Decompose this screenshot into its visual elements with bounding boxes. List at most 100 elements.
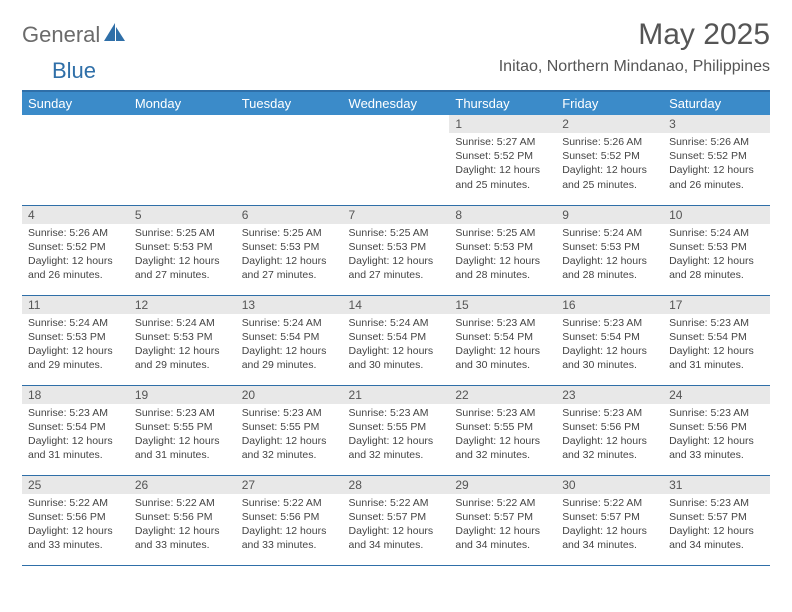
calendar-day-cell xyxy=(236,115,343,205)
day-number: 20 xyxy=(236,386,343,404)
weekday-header: Monday xyxy=(129,91,236,115)
calendar-day-cell: 2Sunrise: 5:26 AMSunset: 5:52 PMDaylight… xyxy=(556,115,663,205)
calendar-day-cell: 4Sunrise: 5:26 AMSunset: 5:52 PMDaylight… xyxy=(22,205,129,295)
day-details: Sunrise: 5:22 AMSunset: 5:56 PMDaylight:… xyxy=(129,494,236,557)
calendar-day-cell xyxy=(22,115,129,205)
day-number: 25 xyxy=(22,476,129,494)
day-details: Sunrise: 5:24 AMSunset: 5:54 PMDaylight:… xyxy=(236,314,343,377)
day-number: 3 xyxy=(663,115,770,133)
day-details: Sunrise: 5:26 AMSunset: 5:52 PMDaylight:… xyxy=(556,133,663,196)
calendar-day-cell: 9Sunrise: 5:24 AMSunset: 5:53 PMDaylight… xyxy=(556,205,663,295)
day-number: 24 xyxy=(663,386,770,404)
day-number: 31 xyxy=(663,476,770,494)
calendar-day-cell: 21Sunrise: 5:23 AMSunset: 5:55 PMDayligh… xyxy=(343,385,450,475)
calendar-day-cell: 29Sunrise: 5:22 AMSunset: 5:57 PMDayligh… xyxy=(449,475,556,565)
day-number: 18 xyxy=(22,386,129,404)
day-number: 6 xyxy=(236,206,343,224)
day-number: 26 xyxy=(129,476,236,494)
day-details: Sunrise: 5:23 AMSunset: 5:55 PMDaylight:… xyxy=(129,404,236,467)
day-number xyxy=(129,115,236,119)
calendar-day-cell: 11Sunrise: 5:24 AMSunset: 5:53 PMDayligh… xyxy=(22,295,129,385)
weekday-header: Friday xyxy=(556,91,663,115)
day-number xyxy=(236,115,343,119)
weekday-header: Saturday xyxy=(663,91,770,115)
day-details: Sunrise: 5:22 AMSunset: 5:57 PMDaylight:… xyxy=(343,494,450,557)
day-details: Sunrise: 5:23 AMSunset: 5:56 PMDaylight:… xyxy=(663,404,770,467)
calendar-day-cell: 22Sunrise: 5:23 AMSunset: 5:55 PMDayligh… xyxy=(449,385,556,475)
day-details: Sunrise: 5:24 AMSunset: 5:53 PMDaylight:… xyxy=(556,224,663,287)
day-details: Sunrise: 5:22 AMSunset: 5:56 PMDaylight:… xyxy=(236,494,343,557)
day-number: 19 xyxy=(129,386,236,404)
logo-sail-icon xyxy=(104,23,126,48)
weekday-header-row: Sunday Monday Tuesday Wednesday Thursday… xyxy=(22,91,770,115)
day-number: 21 xyxy=(343,386,450,404)
location: Initao, Northern Mindanao, Philippines xyxy=(499,58,770,76)
day-details: Sunrise: 5:25 AMSunset: 5:53 PMDaylight:… xyxy=(343,224,450,287)
calendar-day-cell: 25Sunrise: 5:22 AMSunset: 5:56 PMDayligh… xyxy=(22,475,129,565)
day-details: Sunrise: 5:25 AMSunset: 5:53 PMDaylight:… xyxy=(129,224,236,287)
day-number: 5 xyxy=(129,206,236,224)
day-number: 2 xyxy=(556,115,663,133)
day-details: Sunrise: 5:23 AMSunset: 5:55 PMDaylight:… xyxy=(343,404,450,467)
day-number xyxy=(343,115,450,119)
day-number: 12 xyxy=(129,296,236,314)
day-details: Sunrise: 5:23 AMSunset: 5:55 PMDaylight:… xyxy=(449,404,556,467)
calendar-day-cell xyxy=(343,115,450,205)
calendar-day-cell: 3Sunrise: 5:26 AMSunset: 5:52 PMDaylight… xyxy=(663,115,770,205)
calendar-day-cell: 16Sunrise: 5:23 AMSunset: 5:54 PMDayligh… xyxy=(556,295,663,385)
day-number: 16 xyxy=(556,296,663,314)
day-number: 14 xyxy=(343,296,450,314)
title-block: May 2025 Initao, Northern Mindanao, Phil… xyxy=(499,18,770,76)
calendar-day-cell: 14Sunrise: 5:24 AMSunset: 5:54 PMDayligh… xyxy=(343,295,450,385)
calendar-day-cell: 27Sunrise: 5:22 AMSunset: 5:56 PMDayligh… xyxy=(236,475,343,565)
day-details: Sunrise: 5:25 AMSunset: 5:53 PMDaylight:… xyxy=(449,224,556,287)
calendar-day-cell: 7Sunrise: 5:25 AMSunset: 5:53 PMDaylight… xyxy=(343,205,450,295)
day-number: 7 xyxy=(343,206,450,224)
logo-text-general: General xyxy=(22,22,100,48)
day-details: Sunrise: 5:23 AMSunset: 5:54 PMDaylight:… xyxy=(22,404,129,467)
calendar-table: Sunday Monday Tuesday Wednesday Thursday… xyxy=(22,90,770,566)
calendar-day-cell: 5Sunrise: 5:25 AMSunset: 5:53 PMDaylight… xyxy=(129,205,236,295)
calendar-week-row: 1Sunrise: 5:27 AMSunset: 5:52 PMDaylight… xyxy=(22,115,770,205)
day-details: Sunrise: 5:24 AMSunset: 5:53 PMDaylight:… xyxy=(663,224,770,287)
calendar-day-cell: 13Sunrise: 5:24 AMSunset: 5:54 PMDayligh… xyxy=(236,295,343,385)
day-details: Sunrise: 5:24 AMSunset: 5:54 PMDaylight:… xyxy=(343,314,450,377)
day-details: Sunrise: 5:25 AMSunset: 5:53 PMDaylight:… xyxy=(236,224,343,287)
logo: General xyxy=(22,22,128,48)
day-details: Sunrise: 5:23 AMSunset: 5:56 PMDaylight:… xyxy=(556,404,663,467)
calendar-day-cell: 31Sunrise: 5:23 AMSunset: 5:57 PMDayligh… xyxy=(663,475,770,565)
day-details: Sunrise: 5:24 AMSunset: 5:53 PMDaylight:… xyxy=(129,314,236,377)
day-number: 30 xyxy=(556,476,663,494)
day-details: Sunrise: 5:22 AMSunset: 5:57 PMDaylight:… xyxy=(449,494,556,557)
month-title: May 2025 xyxy=(499,18,770,52)
day-number: 28 xyxy=(343,476,450,494)
calendar-day-cell: 26Sunrise: 5:22 AMSunset: 5:56 PMDayligh… xyxy=(129,475,236,565)
day-details: Sunrise: 5:22 AMSunset: 5:57 PMDaylight:… xyxy=(556,494,663,557)
day-number: 22 xyxy=(449,386,556,404)
day-details: Sunrise: 5:27 AMSunset: 5:52 PMDaylight:… xyxy=(449,133,556,196)
calendar-day-cell: 6Sunrise: 5:25 AMSunset: 5:53 PMDaylight… xyxy=(236,205,343,295)
calendar-day-cell: 20Sunrise: 5:23 AMSunset: 5:55 PMDayligh… xyxy=(236,385,343,475)
calendar-day-cell: 28Sunrise: 5:22 AMSunset: 5:57 PMDayligh… xyxy=(343,475,450,565)
day-details: Sunrise: 5:23 AMSunset: 5:54 PMDaylight:… xyxy=(449,314,556,377)
day-details: Sunrise: 5:22 AMSunset: 5:56 PMDaylight:… xyxy=(22,494,129,557)
day-number: 11 xyxy=(22,296,129,314)
day-details: Sunrise: 5:23 AMSunset: 5:55 PMDaylight:… xyxy=(236,404,343,467)
day-details: Sunrise: 5:23 AMSunset: 5:54 PMDaylight:… xyxy=(663,314,770,377)
calendar-day-cell: 8Sunrise: 5:25 AMSunset: 5:53 PMDaylight… xyxy=(449,205,556,295)
calendar-day-cell: 1Sunrise: 5:27 AMSunset: 5:52 PMDaylight… xyxy=(449,115,556,205)
calendar-day-cell: 24Sunrise: 5:23 AMSunset: 5:56 PMDayligh… xyxy=(663,385,770,475)
day-number: 10 xyxy=(663,206,770,224)
day-details: Sunrise: 5:23 AMSunset: 5:57 PMDaylight:… xyxy=(663,494,770,557)
day-details: Sunrise: 5:24 AMSunset: 5:53 PMDaylight:… xyxy=(22,314,129,377)
day-number: 8 xyxy=(449,206,556,224)
calendar-day-cell: 19Sunrise: 5:23 AMSunset: 5:55 PMDayligh… xyxy=(129,385,236,475)
day-details: Sunrise: 5:26 AMSunset: 5:52 PMDaylight:… xyxy=(663,133,770,196)
day-number: 29 xyxy=(449,476,556,494)
calendar-day-cell: 17Sunrise: 5:23 AMSunset: 5:54 PMDayligh… xyxy=(663,295,770,385)
day-number: 9 xyxy=(556,206,663,224)
calendar-week-row: 25Sunrise: 5:22 AMSunset: 5:56 PMDayligh… xyxy=(22,475,770,565)
weekday-header: Tuesday xyxy=(236,91,343,115)
day-number: 1 xyxy=(449,115,556,133)
calendar-day-cell: 15Sunrise: 5:23 AMSunset: 5:54 PMDayligh… xyxy=(449,295,556,385)
